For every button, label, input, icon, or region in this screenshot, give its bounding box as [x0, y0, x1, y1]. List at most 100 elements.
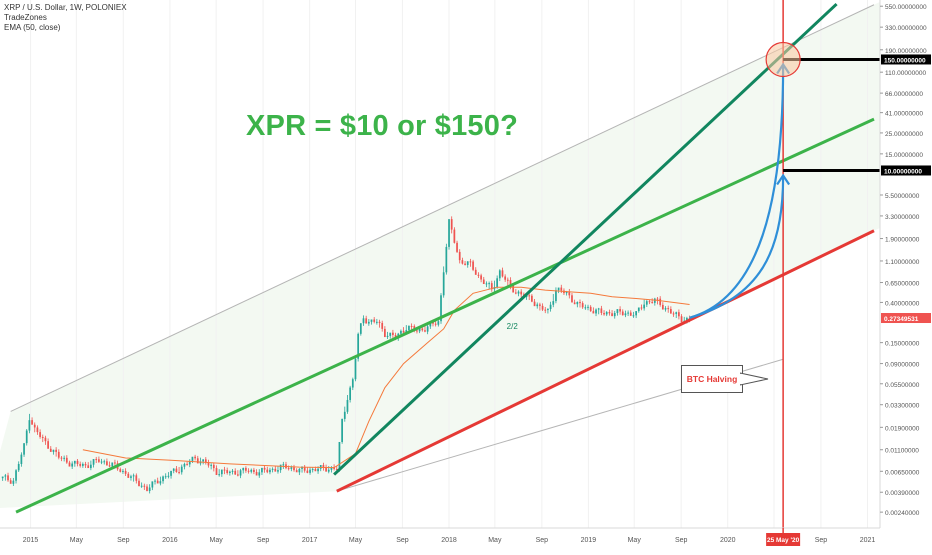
candle-body	[648, 301, 651, 303]
candle-body	[1, 476, 4, 479]
candle-body	[143, 485, 146, 487]
candle-body	[164, 476, 167, 478]
candle-body	[445, 246, 448, 273]
indicator-ema[interactable]: EMA (50, close)	[4, 23, 61, 32]
candle	[571, 293, 573, 303]
candle	[295, 468, 298, 473]
candle-body	[234, 470, 237, 475]
candle	[375, 318, 378, 325]
candle-body	[127, 473, 130, 478]
candle-body	[194, 456, 196, 459]
candle-body	[490, 283, 493, 290]
candle	[378, 319, 381, 328]
candle-body	[589, 306, 592, 312]
candle	[392, 329, 394, 339]
candle-body	[669, 309, 672, 314]
candle	[127, 472, 130, 478]
candle	[667, 305, 670, 313]
x-tick-label: May	[488, 537, 502, 544]
candle-body	[151, 481, 154, 488]
candle-body	[624, 313, 627, 316]
candle	[23, 443, 25, 457]
candle-body	[464, 263, 466, 265]
candle-body	[237, 474, 239, 476]
candle-body	[544, 309, 547, 311]
candle	[442, 266, 445, 298]
candle-body	[175, 468, 178, 473]
y-tick-label: 0.01900000	[885, 425, 920, 432]
candle-body	[287, 468, 290, 470]
candle-body	[17, 463, 20, 471]
candle	[306, 467, 309, 474]
candle	[354, 356, 357, 382]
candle-body	[619, 309, 621, 312]
candle-body	[12, 480, 15, 484]
candle	[71, 461, 74, 470]
candle	[651, 298, 654, 304]
candle	[250, 468, 253, 474]
candle	[47, 438, 49, 449]
candle-body	[504, 276, 507, 280]
candle-body	[354, 358, 357, 380]
candle	[343, 406, 346, 422]
y-tick-label: 5.50000000	[885, 193, 920, 200]
candle	[151, 481, 154, 491]
candle-body	[664, 308, 667, 310]
candle-body	[47, 441, 49, 449]
candle-body	[450, 219, 453, 230]
candle	[506, 277, 509, 286]
candle-body	[370, 319, 373, 322]
candle	[608, 309, 611, 316]
candle-body	[365, 318, 368, 324]
candle	[384, 326, 386, 338]
candle-body	[180, 466, 183, 473]
candle-body	[410, 325, 413, 327]
x-tick-label: 2015	[23, 537, 39, 544]
candle-body	[375, 321, 378, 323]
candle	[253, 467, 255, 475]
candle	[41, 434, 44, 443]
candle	[266, 466, 269, 474]
indicator-tradezones[interactable]: TradeZones	[4, 13, 47, 22]
candle	[293, 464, 295, 472]
candle-body	[437, 321, 440, 325]
candle-body	[680, 316, 683, 323]
candle	[231, 468, 234, 475]
candle	[627, 310, 629, 317]
candle	[282, 461, 285, 469]
candle-body	[159, 481, 162, 484]
candle-body	[290, 467, 293, 469]
candle-body	[301, 466, 303, 469]
symbol-title[interactable]: XRP / U.S. Dollar, 1W, POLONIEX	[4, 3, 127, 12]
candle-body	[250, 469, 253, 472]
candle-body	[485, 283, 488, 285]
candle	[15, 469, 17, 484]
candle-body	[148, 487, 151, 491]
candle	[60, 456, 63, 462]
candle	[196, 455, 199, 464]
candle	[605, 311, 608, 317]
projection-arrow	[689, 65, 785, 319]
candle	[92, 459, 95, 468]
candle	[12, 477, 15, 486]
candle	[514, 289, 517, 295]
candle-body	[242, 467, 245, 471]
candle	[55, 447, 57, 457]
candle	[220, 469, 223, 477]
candle	[547, 308, 549, 314]
candle-body	[20, 454, 23, 464]
candle-body	[482, 279, 485, 285]
candle-body	[616, 309, 619, 313]
candle	[640, 304, 643, 311]
candle	[621, 309, 624, 316]
candle-body	[568, 291, 571, 296]
candle-body	[498, 270, 501, 279]
candle	[381, 320, 384, 332]
candle-body	[309, 469, 311, 473]
candle-body	[541, 305, 544, 310]
candle-body	[135, 475, 138, 481]
candle-body	[608, 312, 611, 314]
x-tick-label: 2018	[441, 537, 457, 544]
